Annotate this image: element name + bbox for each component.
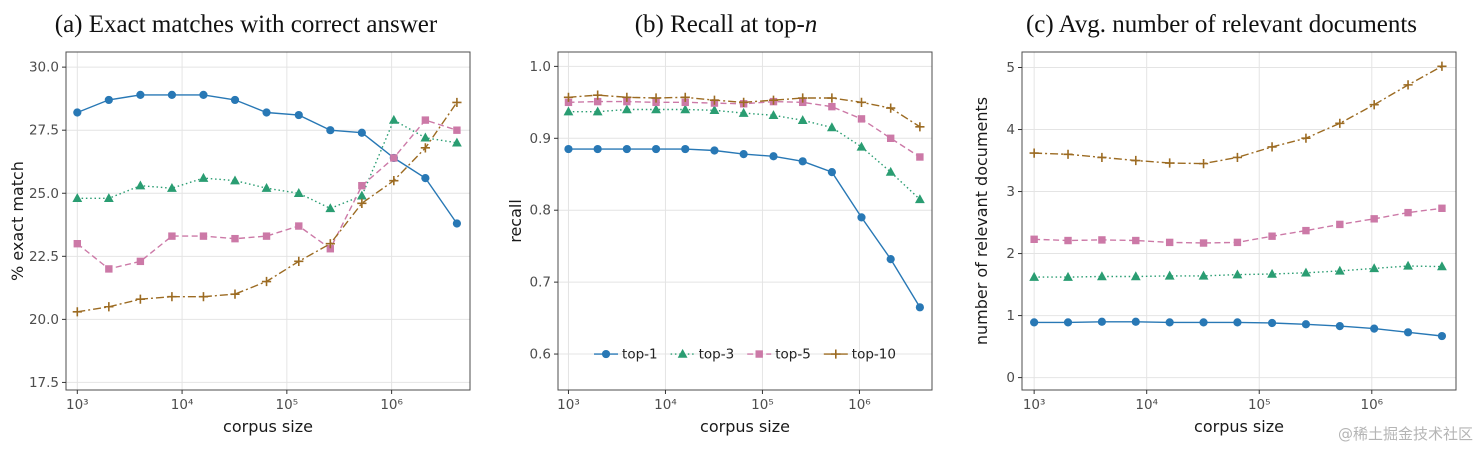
series-top-5 [73, 116, 461, 273]
chart-a-plot: 10³ 10⁴ 10⁵ 10⁶ 17.5 20.0 22.5 25.0 27.5 30.0 corp… [8, 51, 471, 436]
x-tick-label: 10⁶ [1360, 397, 1383, 413]
y-tick-label: 1 [1006, 308, 1015, 324]
chart-c-title-text: (c) Avg. number of relevant documents [1025, 11, 1418, 38]
y-axis-label: recall [506, 199, 525, 243]
x-tick-label: 10³ [1022, 397, 1045, 413]
chart-c-panel: (c) Avg. number of relevant documents 10… [960, 0, 1483, 450]
y-tick-label: 17.5 [29, 375, 59, 391]
x-tick-label: 10³ [557, 397, 580, 413]
legend-item-top-3: top-3 [670, 347, 735, 363]
series-top-10 [72, 97, 462, 317]
x-tick-label: 10⁵ [751, 397, 774, 413]
x-tick-label: 10⁴ [654, 397, 677, 413]
legend-label: top-1 [622, 347, 658, 363]
legend-label: top-5 [775, 347, 811, 363]
chart-c-plot: 10³ 10⁴ 10⁵ 10⁶ 0 1 2 3 4 5 corpus size number of r… [972, 51, 1456, 436]
x-tick-label: 10³ [66, 397, 89, 413]
chart-a-title: (a) Exact matches with correct answer [55, 8, 437, 44]
x-axis-label: corpus size [223, 417, 313, 436]
x-axis-label: corpus size [1194, 417, 1284, 436]
x-tick-label: 10⁴ [171, 397, 194, 413]
chart-b-title-text: (b) Recall at top- [634, 11, 805, 38]
y-tick-label: 4 [1006, 122, 1015, 138]
y-tick-label: 27.5 [29, 123, 59, 139]
chart-b-title-italic: n [804, 11, 818, 38]
chart-b-title: (b) Recall at top-n [635, 8, 818, 44]
chart-b-panel: (b) Recall at top-n 10³ 10⁴ 10⁵ 10⁶ 0.6 0.7 0.… [492, 0, 960, 450]
y-tick-label: 0.9 [530, 131, 551, 147]
y-tick-label: 0.7 [530, 275, 551, 291]
axis-ticks: 10³ 10⁴ 10⁵ 10⁶ 0 1 2 3 4 5 [1006, 60, 1383, 413]
x-tick-label: 10⁵ [276, 397, 299, 413]
y-tick-label: 0 [1006, 370, 1015, 386]
y-tick-label: 0.8 [530, 203, 551, 219]
y-tick-label: 2 [1006, 246, 1015, 262]
series-top-1 [73, 90, 462, 228]
y-tick-label: 30.0 [29, 60, 59, 76]
series-top-3 [1028, 260, 1447, 281]
panel-border [1021, 51, 1456, 391]
series-top-3 [72, 114, 462, 213]
panel-border [65, 51, 471, 391]
chart-c-title: (c) Avg. number of relevant documents [1026, 8, 1417, 44]
y-tick-label: 3 [1006, 184, 1015, 200]
watermark: @稀土掘金技术社区 [1337, 425, 1473, 443]
x-tick-label: 10⁵ [1247, 397, 1270, 413]
y-tick-label: 25.0 [29, 186, 59, 202]
series-top-3 [563, 104, 925, 204]
legend-label: top-3 [699, 347, 735, 363]
gridlines [66, 52, 470, 390]
gridlines [1021, 52, 1456, 390]
x-axis-label: corpus size [700, 417, 790, 436]
y-tick-label: 5 [1006, 60, 1015, 76]
axis-ticks: 10³ 10⁴ 10⁵ 10⁶ 0.6 0.7 0.8 0.9 1.0 [530, 59, 871, 413]
panel-border [557, 51, 933, 391]
x-tick-label: 10⁶ [380, 397, 403, 413]
chart-a-title-text: (a) Exact matches with correct answer [54, 11, 438, 38]
series-top-10 [1029, 61, 1447, 169]
y-tick-label: 20.0 [29, 312, 59, 328]
axis-ticks: 10³ 10⁴ 10⁵ 10⁶ 17.5 20.0 22.5 25.0 27.5 30.0 [29, 60, 403, 413]
series-top-1 [1029, 317, 1446, 341]
y-tick-label: 0.6 [530, 347, 551, 363]
gridlines [558, 52, 932, 390]
y-axis-label: % exact match [8, 161, 27, 281]
chart-a-panel: (a) Exact matches with correct answer 10… [0, 0, 492, 450]
series-top-10 [563, 90, 925, 132]
legend-item-top-1: top-1 [594, 347, 658, 363]
legend-item-top-5: top-5 [747, 347, 811, 363]
y-tick-label: 1.0 [530, 59, 551, 75]
series-top-1 [564, 144, 924, 312]
y-axis-label: number of relevant documents [972, 97, 991, 345]
y-tick-label: 22.5 [29, 249, 59, 265]
x-tick-label: 10⁶ [848, 397, 871, 413]
legend-label: top-10 [852, 347, 896, 363]
x-tick-label: 10⁴ [1135, 397, 1158, 413]
series-top-5 [1029, 204, 1446, 247]
legend: top-1 top-3 top-5 top-10 [594, 347, 896, 363]
chart-b-plot: 10³ 10⁴ 10⁵ 10⁶ 0.6 0.7 0.8 0.9 1.0 corpus size re… [506, 51, 933, 436]
legend-item-top-10: top-10 [823, 347, 896, 363]
